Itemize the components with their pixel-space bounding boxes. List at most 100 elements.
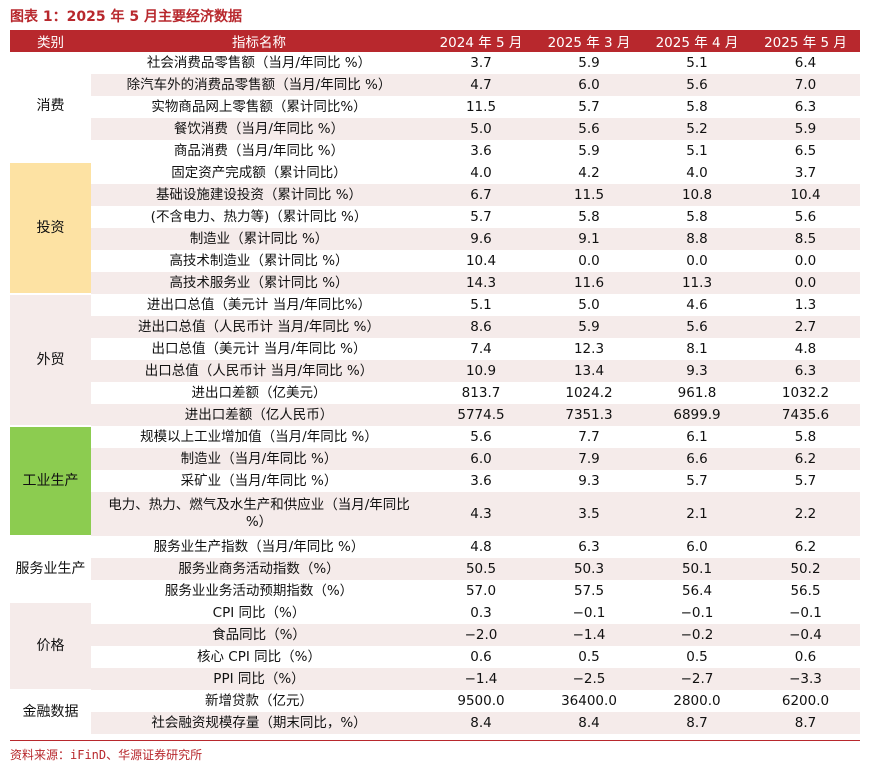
indicator-name-cell: 食品同比（%）: [91, 624, 427, 646]
value-cell: 5.6: [643, 316, 751, 338]
table-body: 消费 社会消费品零售额（当月/年同比 %） 3.7 5.9 5.1 6.4 除汽车外的消费品…: [10, 52, 860, 735]
value-cell: 5.9: [578, 142, 600, 159]
value-cell: 6.0: [686, 538, 708, 555]
value-cell: −1.4: [535, 624, 643, 646]
value-cell: 50.3: [535, 558, 643, 580]
value-cell: 8.8: [643, 228, 751, 250]
value-cell: 5.8: [686, 208, 708, 225]
table-row: PPI 同比（%） −1.4 −2.5 −2.7 −3.3: [10, 668, 860, 690]
value-cell: 813.7: [461, 384, 501, 401]
indicator-name-cell: 服务业商务活动指数（%）: [91, 558, 427, 580]
value-cell: 9.3: [578, 472, 600, 489]
value-cell: 4.0: [686, 164, 708, 181]
indicator-name-cell: 固定资产完成额（累计同比）: [171, 164, 347, 181]
header-row: 类别 指标名称 2024 年 5 月 2025 年 3 月 2025 年 4 月…: [10, 30, 860, 52]
header-2025-03: 2025 年 3 月: [535, 30, 643, 52]
indicator-name-cell: (不含电力、热力等)（累计同比 %）: [150, 208, 368, 225]
indicator-name-cell: 采矿业（当月/年同比 %）: [180, 472, 338, 489]
category-cell: 工业生产: [10, 426, 91, 537]
value-cell: 5.7: [470, 208, 492, 225]
value-cell: 11.5: [465, 98, 497, 115]
value-cell: 1.3: [794, 296, 817, 313]
value-cell: 7.9: [535, 448, 643, 470]
value-cell: −0.1: [789, 604, 822, 621]
value-cell: 6899.9: [643, 404, 751, 426]
table-row: 进出口差额（亿人民币） 5774.5 7351.3 6899.9 7435.6: [10, 404, 860, 426]
indicator-name-cell: 社会融资规模存量（期末同比，%）: [91, 712, 427, 734]
value-cell: 4.7: [427, 74, 535, 96]
indicator-name-cell: 服务业生产指数（当月/年同比 %）: [153, 538, 365, 555]
table-row: 高技术制造业（累计同比 %） 10.4 0.0 0.0 0.0: [10, 250, 860, 272]
value-cell: 0.0: [794, 252, 817, 269]
value-cell: 5.9: [578, 54, 600, 71]
table-row: 服务业生产 服务业生产指数（当月/年同比 %） 4.8 6.3 6.0 6.2: [10, 536, 860, 603]
value-cell: 5.0: [578, 296, 600, 313]
value-cell: 3.7: [794, 164, 817, 181]
value-cell: 6200.0: [781, 692, 830, 709]
value-cell: 14.3: [427, 272, 535, 294]
value-cell: 0.0: [578, 252, 600, 269]
table-row: 核心 CPI 同比（%） 0.6 0.5 0.5 0.6: [10, 646, 860, 668]
value-cell: −0.1: [572, 604, 606, 621]
value-cell: 5.2: [643, 118, 751, 140]
table-row: 服务业商务活动指数（%） 50.5 50.3 50.1 50.2: [10, 558, 860, 580]
value-cell: 6.2: [751, 448, 860, 470]
value-cell: 5.1: [470, 296, 492, 313]
value-cell: 8.4: [427, 712, 535, 734]
value-cell: 5.1: [686, 54, 708, 71]
table-row: 采矿业（当月/年同比 %） 3.6 9.3 5.7 5.7: [10, 470, 860, 492]
table-row: 除汽车外的消费品零售额（当月/年同比 %） 4.7 6.0 5.6 7.0: [10, 74, 860, 96]
value-cell: 57.5: [573, 582, 605, 599]
value-cell: 1032.2: [781, 384, 830, 401]
value-cell: 5.8: [794, 428, 817, 445]
value-cell: 5.8: [578, 208, 600, 225]
indicator-name-cell: 规模以上工业增加值（当月/年同比 %）: [140, 428, 378, 445]
value-cell: 5.9: [535, 316, 643, 338]
indicator-name-cell: 除汽车外的消费品零售额（当月/年同比 %）: [91, 74, 427, 96]
value-cell: 2.1: [643, 492, 751, 536]
table-row: 进出口差额（亿美元） 813.7 1024.2 961.8 1032.2: [10, 382, 860, 404]
table-row: 实物商品网上零售额（累计同比%） 11.5 5.7 5.8 6.3: [10, 96, 860, 118]
value-cell: 6.4: [794, 54, 817, 71]
value-cell: −2.7: [643, 668, 751, 690]
header-indicator: 指标名称: [91, 30, 427, 52]
value-cell: −3.3: [751, 668, 860, 690]
table-row: 投资 固定资产完成额（累计同比） 4.0 4.2 4.0 3.7: [10, 162, 860, 295]
value-cell: 6.6: [643, 448, 751, 470]
value-cell: 56.4: [681, 582, 713, 599]
value-cell: 9.6: [427, 228, 535, 250]
category-cell: 投资: [10, 162, 91, 295]
indicator-name-cell: 社会消费品零售额（当月/年同比 %）: [146, 54, 372, 71]
table-bottom-rule: [10, 740, 860, 741]
value-cell: 5.6: [794, 208, 817, 225]
value-cell: 36400.0: [561, 692, 617, 709]
table-row: 餐饮消费（当月/年同比 %） 5.0 5.6 5.2 5.9: [10, 118, 860, 140]
indicator-name-cell: 高技术制造业（累计同比 %）: [169, 252, 349, 269]
indicator-name-cell: 进出口差额（亿人民币）: [91, 404, 427, 426]
value-cell: 5.7: [794, 472, 817, 489]
value-cell: 4.8: [470, 538, 492, 555]
indicator-name-cell: 出口总值（美元计 当月/年同比 %）: [151, 340, 367, 357]
indicator-name-cell: 核心 CPI 同比（%）: [197, 648, 321, 665]
table-row: 出口总值（人民币计 当月/年同比 %） 10.9 13.4 9.3 6.3: [10, 360, 860, 382]
value-cell: 6.3: [578, 538, 600, 555]
value-cell: 7.0: [751, 74, 860, 96]
value-cell: 5774.5: [427, 404, 535, 426]
value-cell: 961.8: [677, 384, 717, 401]
table-row: 出口总值（美元计 当月/年同比 %） 7.4 12.3 8.1 4.8: [10, 338, 860, 360]
indicator-name-cell: 制造业（累计同比 %）: [91, 228, 427, 250]
table-row: 外贸 进出口总值（美元计 当月/年同比%） 5.1 5.0 4.6 1.3: [10, 294, 860, 427]
category-cell: 价格: [10, 602, 91, 691]
value-cell: 3.5: [535, 492, 643, 536]
value-cell: 2.2: [751, 492, 860, 536]
value-cell: 0.5: [578, 648, 600, 665]
value-cell: 4.0: [470, 164, 492, 181]
table-row: (不含电力、热力等)（累计同比 %） 5.7 5.8 5.8 5.6: [10, 206, 860, 228]
value-cell: 0.0: [751, 272, 860, 294]
value-cell: 5.7: [578, 98, 600, 115]
header-2024-05: 2024 年 5 月: [427, 30, 535, 52]
value-cell: 10.8: [643, 184, 751, 206]
value-cell: 0.0: [686, 252, 708, 269]
value-cell: 9.3: [643, 360, 751, 382]
indicator-name-cell: CPI 同比（%）: [212, 604, 306, 621]
